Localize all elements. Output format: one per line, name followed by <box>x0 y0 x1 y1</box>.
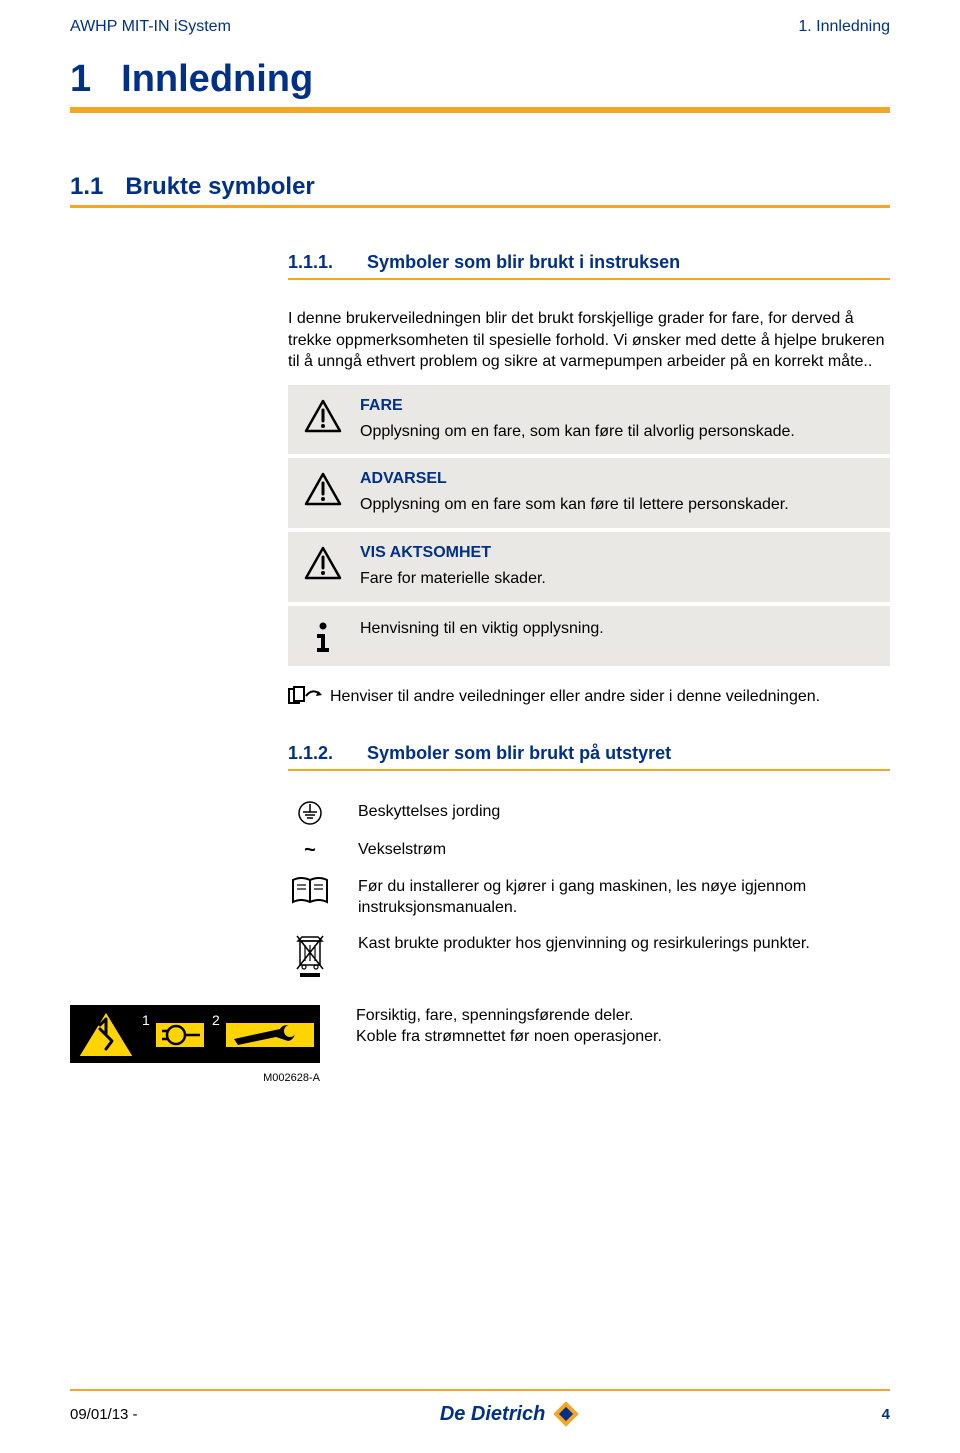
logo-diamond-icon <box>553 1401 579 1427</box>
warning-label-strip: 1 2 M002628-A <box>70 1005 320 1084</box>
warning-triangle-icon <box>302 397 344 443</box>
alert-text: Henvisning til en viktig opplysning. <box>360 618 872 640</box>
alert-info: Henvisning til en viktig opplysning. <box>288 606 890 666</box>
header-section: 1. Innledning <box>798 18 890 36</box>
h1-rule <box>70 107 890 113</box>
alert-title: VIS AKTSOMHET <box>360 544 872 562</box>
intro-paragraph: I denne brukerveiledningen blir det bruk… <box>288 308 890 373</box>
equip-text: Vekselstrøm <box>358 839 890 861</box>
equip-row-ac: ~ Vekselstrøm <box>288 839 890 862</box>
h3b-number: 1.1.2. <box>288 743 333 764</box>
equip-row-ground: Beskyttelses jording <box>288 801 890 825</box>
warning-triangle-icon <box>302 470 344 516</box>
h2-title: Brukte symboler <box>125 173 314 201</box>
header-product: AWHP MIT-IN iSystem <box>70 18 231 36</box>
reference-row: Henviser til andre veiledninger eller an… <box>288 686 890 713</box>
alert-fare: FARE Opplysning om en fare, som kan føre… <box>288 385 890 455</box>
strip-text-1: Forsiktig, fare, spenningsførende deler. <box>356 1005 890 1027</box>
reference-text: Henviser til andre veiledninger eller an… <box>330 686 820 708</box>
reference-icon <box>288 686 322 713</box>
equip-text: Før du installerer og kjører i gang mask… <box>358 876 890 919</box>
tilde-icon: ~ <box>288 839 332 862</box>
alert-advarsel: ADVARSEL Opplysning om en fare som kan f… <box>288 458 890 528</box>
h3a-rule <box>288 278 890 280</box>
h1-title: Innledning <box>121 58 313 101</box>
strip-label-2: 2 <box>212 1012 220 1028</box>
alert-text: Opplysning om en fare, som kan føre til … <box>360 421 872 443</box>
info-icon <box>302 618 344 654</box>
alert-text: Fare for materielle skader. <box>360 568 872 590</box>
strip-code: M002628-A <box>70 1072 320 1084</box>
ground-icon <box>288 801 332 825</box>
strip-text-2: Koble fra strømnettet før noen operasjon… <box>356 1026 890 1048</box>
strip-label-1: 1 <box>142 1012 150 1028</box>
manual-icon <box>288 876 332 906</box>
weee-bin-icon <box>288 933 332 977</box>
alert-text: Opplysning om en fare som kan føre til l… <box>360 494 872 516</box>
alert-aktsomhet: VIS AKTSOMHET Fare for materielle skader… <box>288 532 890 602</box>
equip-text: Beskyttelses jording <box>358 801 890 823</box>
h3b-rule <box>288 769 890 771</box>
h3b-title: Symboler som blir brukt på utstyret <box>367 743 671 764</box>
equip-row-weee: Kast brukte produkter hos gjenvinning og… <box>288 933 890 977</box>
equip-text: Kast brukte produkter hos gjenvinning og… <box>358 933 890 955</box>
h2-rule <box>70 205 890 208</box>
footer-date: 09/01/13 - <box>70 1406 138 1423</box>
alert-title: FARE <box>360 397 872 415</box>
h1-number: 1 <box>70 58 91 101</box>
alert-title: ADVARSEL <box>360 470 872 488</box>
h2-number: 1.1 <box>70 173 103 201</box>
footer-rule <box>70 1389 890 1391</box>
h3a-number: 1.1.1. <box>288 252 333 273</box>
footer-page-number: 4 <box>882 1406 890 1423</box>
footer-logo: De Dietrich <box>440 1401 580 1427</box>
warning-triangle-icon <box>302 544 344 590</box>
equip-row-manual: Før du installerer og kjører i gang mask… <box>288 876 890 919</box>
h3a-title: Symboler som blir brukt i instruksen <box>367 252 680 273</box>
